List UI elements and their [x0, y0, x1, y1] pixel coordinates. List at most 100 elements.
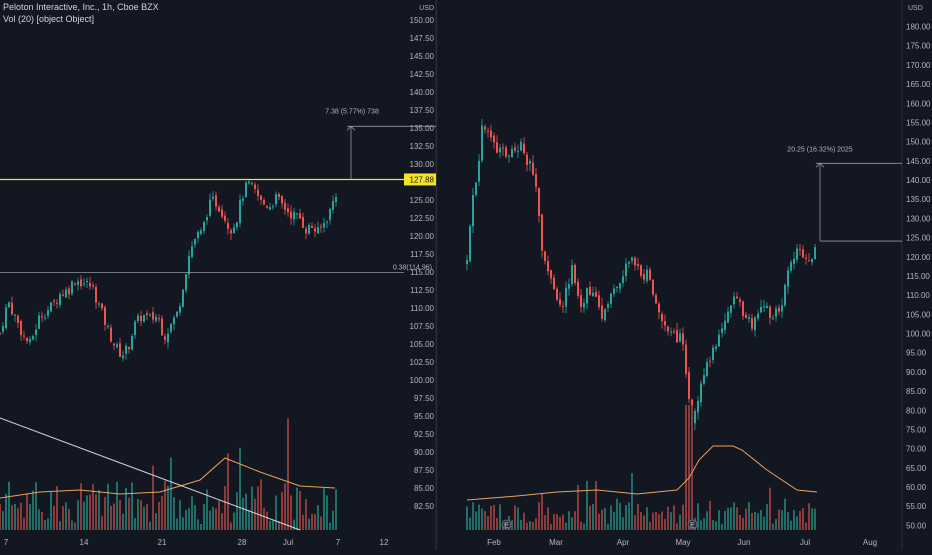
- candle-body: [44, 317, 46, 319]
- volume-bar: [661, 511, 663, 530]
- volume-bar: [619, 503, 621, 530]
- price-tick-label: 165.00: [906, 80, 931, 89]
- left-chart-canvas[interactable]: 150.00 147.50 145.00 142.50 140.00 137.50 135.…: [0, 0, 437, 550]
- price-tick-label: 85.00: [414, 484, 435, 493]
- price-tick-label: 180.00: [906, 23, 931, 32]
- candle-body: [167, 333, 169, 343]
- volume-bar: [0, 504, 1, 530]
- volume-bar: [185, 509, 187, 530]
- volume-bar: [59, 521, 61, 530]
- volume-bar: [134, 518, 136, 530]
- earnings-label: E: [690, 523, 695, 530]
- volume-bar: [583, 523, 585, 530]
- candle-body: [610, 293, 612, 305]
- candle-body: [290, 211, 292, 219]
- candle-body: [26, 337, 28, 342]
- candle-body: [466, 260, 468, 265]
- volume-bar: [646, 507, 648, 530]
- volume-bar: [628, 502, 630, 530]
- volume-bar: [736, 507, 738, 530]
- candle-body: [529, 160, 531, 164]
- volume-bar: [805, 522, 807, 530]
- volume-bar: [559, 516, 561, 530]
- price-tick-label: 102.50: [410, 358, 435, 367]
- volume-bar: [233, 512, 235, 530]
- candle-body: [323, 223, 325, 228]
- measure-arrow: [815, 162, 825, 168]
- price-tick-label: 130.00: [906, 214, 931, 223]
- volume-bar: [143, 507, 145, 530]
- earnings-marker: [687, 519, 698, 530]
- left-chart-pane[interactable]: 150.00 147.50 145.00 142.50 140.00 137.50 135.…: [0, 0, 437, 550]
- candle-body: [559, 299, 561, 305]
- candle-body: [221, 209, 223, 217]
- volume-bar: [709, 500, 711, 530]
- date-tick-label: 21: [158, 538, 167, 547]
- pane-divider[interactable]: [436, 0, 437, 550]
- volume-bar: [92, 484, 94, 530]
- date-tick-label: Jul: [283, 538, 293, 547]
- candle-body: [577, 281, 579, 296]
- date-tick-label: Aug: [863, 538, 877, 547]
- candle-body: [811, 259, 813, 263]
- right-chart-pane[interactable]: 180.00 175.00 170.00 165.00 160.00 155.00 150.…: [437, 0, 932, 550]
- volume-bar: [122, 513, 124, 530]
- volume-bar: [5, 493, 7, 530]
- price-tick-label: 140.00: [410, 88, 435, 97]
- volume-bar: [658, 514, 660, 530]
- volume-bar: [676, 523, 678, 530]
- candle-body: [311, 225, 313, 229]
- date-tick-label: Jun: [738, 538, 751, 547]
- candle-body: [763, 306, 765, 308]
- volume-bar: [71, 520, 73, 530]
- volume-indicator-label[interactable]: Vol (20) [object Object]: [3, 14, 95, 24]
- volume-bar: [637, 503, 639, 530]
- date-tick-label: 14: [80, 538, 89, 547]
- candle-body: [140, 315, 142, 322]
- candle-body: [254, 184, 256, 189]
- candle-body: [652, 279, 654, 295]
- candle-body: [583, 302, 585, 308]
- volume-bar: [269, 520, 271, 530]
- volume-bar: [574, 511, 576, 530]
- price-tick-label: 85.00: [906, 387, 927, 396]
- date-tick-label: Apr: [617, 538, 630, 547]
- volume-bar: [53, 505, 55, 530]
- candle-body: [718, 334, 720, 347]
- candle-body: [242, 198, 244, 201]
- volume-bar: [568, 511, 570, 530]
- candle-body: [38, 315, 40, 329]
- candle-body: [799, 249, 801, 251]
- volume-bar: [95, 494, 97, 530]
- price-tick-label: 110.00: [906, 291, 930, 300]
- candle-body: [781, 305, 783, 312]
- candle-body: [89, 282, 91, 287]
- volume-bar: [679, 514, 681, 530]
- candle-body: [592, 292, 594, 297]
- candle-body: [589, 286, 591, 296]
- candle-body: [565, 287, 567, 307]
- candle-body: [113, 343, 115, 346]
- candle-body: [775, 308, 777, 317]
- volume-bar: [706, 511, 708, 530]
- price-tick-label: 50.00: [906, 521, 927, 530]
- price-tick-label: 95.00: [414, 412, 435, 421]
- candle-body: [80, 279, 82, 287]
- price-tick-label: 155.00: [906, 118, 931, 127]
- candle-body: [688, 372, 690, 400]
- candle-body: [742, 301, 744, 317]
- candle-body: [161, 318, 163, 336]
- current-price-tag: [404, 173, 436, 186]
- volume-bar: [335, 489, 337, 530]
- volume-bar: [610, 505, 612, 530]
- right-chart-canvas[interactable]: 180.00 175.00 170.00 165.00 160.00 155.00 150.…: [437, 0, 932, 550]
- candle-body: [550, 270, 552, 279]
- candle-body: [194, 239, 196, 245]
- candle-body: [314, 228, 316, 232]
- volume-bar: [655, 511, 657, 530]
- candle-body: [694, 410, 696, 424]
- volume-bar: [493, 504, 495, 530]
- volume-bar: [601, 509, 603, 530]
- candle-body: [481, 125, 483, 161]
- candle-body: [793, 258, 795, 264]
